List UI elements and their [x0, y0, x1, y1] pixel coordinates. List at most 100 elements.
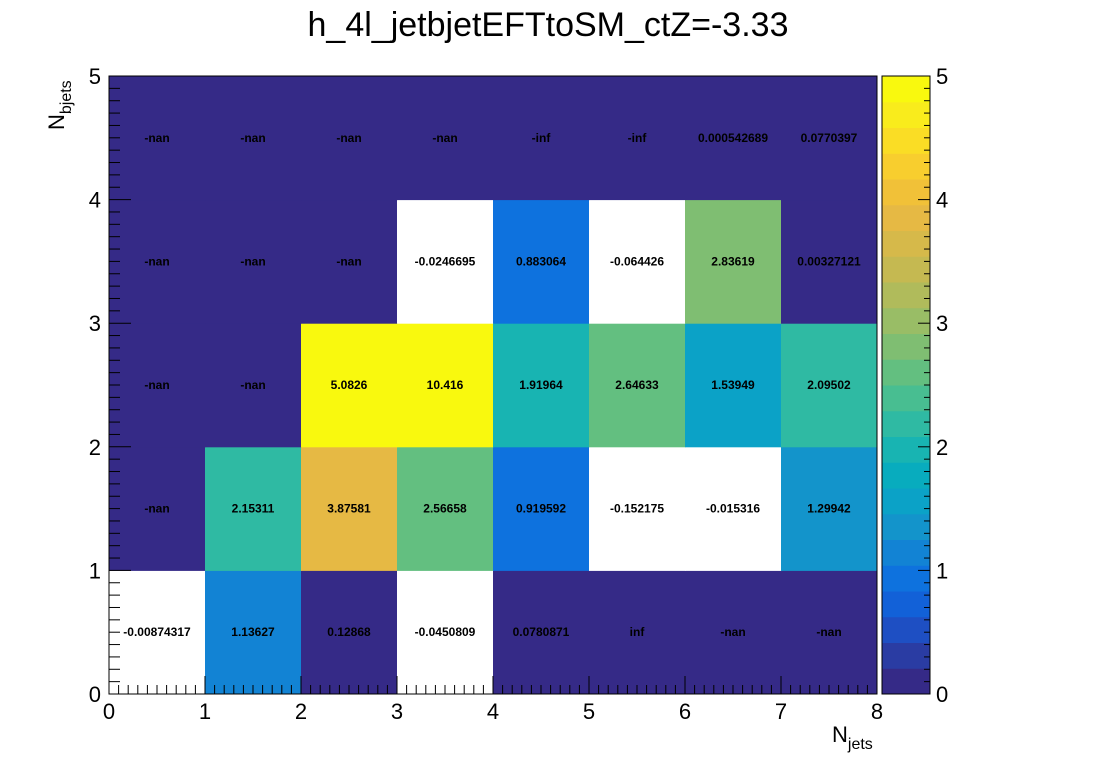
- cell-value-label: -0.00874317: [123, 625, 191, 639]
- colorbar-segment: [882, 462, 930, 489]
- heatmap-cell: [493, 446, 590, 571]
- colorbar-segment: [882, 333, 930, 360]
- cell-value-label: -nan: [432, 131, 457, 145]
- heatmap-cell: [685, 323, 782, 448]
- cell-value-label: 2.09502: [807, 378, 851, 392]
- heatmap-cell: [589, 323, 686, 448]
- colorbar-segment: [882, 513, 930, 540]
- colorbar-segment: [882, 591, 930, 618]
- colorbar-segment: [882, 668, 930, 695]
- colorbar-segment: [882, 127, 930, 154]
- heatmap-cell: [685, 76, 782, 201]
- heatmap-cell: [205, 446, 302, 571]
- x-axis-ticks: 0 1 2 3 4 5 6 7 8: [103, 676, 883, 724]
- colorbar-segment: [882, 256, 930, 283]
- colorbar-segment: [882, 565, 930, 592]
- cell-value-label: -inf: [532, 131, 552, 145]
- heatmap-cell: [301, 76, 398, 201]
- heatmap-cell: [109, 570, 206, 695]
- cell-value-label: 2.56658: [423, 502, 467, 516]
- y-axis-title: Nbjets: [44, 80, 75, 130]
- heatmap-cell: [109, 199, 206, 324]
- x-tick-label: 7: [775, 699, 787, 724]
- colorbar-tick-label: 2: [936, 435, 948, 460]
- heatmap-cell-labels: -0.00874317 1.13627 0.12868 -0.0450809 0.078…: [123, 131, 861, 639]
- heatmap-cell: [781, 76, 878, 201]
- colorbar-segment: [882, 436, 930, 463]
- x-tick-label: 1: [199, 699, 211, 724]
- cell-value-label: -nan: [816, 625, 841, 639]
- heatmap-cell: [493, 76, 590, 201]
- x-tick-label: 5: [583, 699, 595, 724]
- y-tick-label: 2: [89, 435, 101, 460]
- heatmap-cell: [589, 76, 686, 201]
- heatmap-cell: [301, 446, 398, 571]
- heatmap-cell: [589, 199, 686, 324]
- y-tick-label: 3: [89, 311, 101, 336]
- cell-value-label: -nan: [336, 131, 361, 145]
- y-axis-ticks: 0 1 2 3 4 5: [89, 64, 131, 707]
- heatmap-cell: [109, 446, 206, 571]
- colorbar-segment: [882, 101, 930, 128]
- colorbar-tick-label: 3: [936, 311, 948, 336]
- cell-value-label: 0.883064: [516, 254, 566, 268]
- heatmap-cell: [781, 323, 878, 448]
- cell-value-label: 0.0770397: [801, 131, 858, 145]
- cell-value-label: 10.416: [427, 378, 464, 392]
- colorbar-segment: [882, 76, 930, 103]
- cell-value-label: -0.0450809: [415, 625, 476, 639]
- colorbar-tick-label: 0: [936, 682, 948, 707]
- cell-value-label: 5.0826: [331, 378, 368, 392]
- heatmap-cell: [493, 570, 590, 695]
- colorbar-segment: [882, 616, 930, 643]
- cell-value-label: -nan: [144, 502, 169, 516]
- cell-value-label: -0.064426: [610, 254, 664, 268]
- heatmap-cell: [493, 199, 590, 324]
- colorbar-segment: [882, 204, 930, 231]
- cell-value-label: -nan: [336, 254, 361, 268]
- heatmap-cell: [589, 570, 686, 695]
- colorbar-segment: [882, 153, 930, 180]
- colorbar-tick-label: 5: [936, 64, 948, 89]
- heatmap-cell: [397, 76, 494, 201]
- cell-value-label: 0.12868: [327, 625, 371, 639]
- colorbar-segment: [882, 642, 930, 669]
- heatmap-cell: [781, 446, 878, 571]
- x-tick-label: 6: [679, 699, 691, 724]
- cell-value-label: 0.919592: [516, 502, 566, 516]
- x-axis-title-sub: jets: [847, 736, 873, 753]
- heatmap-cell: [205, 76, 302, 201]
- y-tick-label: 4: [89, 188, 101, 213]
- cell-value-label: 2.15311: [232, 502, 275, 516]
- cell-value-label: -nan: [144, 131, 169, 145]
- colorbar-segment: [882, 385, 930, 412]
- cell-value-label: -nan: [144, 378, 169, 392]
- cell-value-label: 2.64633: [615, 378, 659, 392]
- x-tick-label: 0: [103, 699, 115, 724]
- cell-value-label: -nan: [720, 625, 745, 639]
- heatmap-cell: [685, 570, 782, 695]
- cell-value-label: 3.87581: [327, 502, 371, 516]
- cell-value-label: inf: [630, 625, 646, 639]
- cell-value-label: 1.29942: [807, 502, 851, 516]
- colorbar-segment: [882, 179, 930, 206]
- colorbar-tick-label: 4: [936, 188, 948, 213]
- heatmap-cell: [781, 570, 878, 695]
- x-axis-title-main: N: [832, 722, 848, 747]
- y-tick-label: 1: [89, 558, 101, 583]
- heatmap-cell: [301, 323, 398, 448]
- cell-value-label: 0.00327121: [797, 254, 861, 268]
- heatmap-cell: [109, 76, 206, 201]
- colorbar-tick-label: 1: [936, 558, 948, 583]
- cell-value-label: -nan: [240, 254, 265, 268]
- cell-value-label: -nan: [240, 378, 265, 392]
- heatmap-cell: [301, 199, 398, 324]
- cell-value-label: -0.015316: [706, 502, 760, 516]
- heatmap-cell: [397, 323, 494, 448]
- colorbar: [881, 75, 931, 695]
- heatmap-cell: [589, 446, 686, 571]
- heatmap-cell: [205, 323, 302, 448]
- heatmap-cell: [301, 570, 398, 695]
- cell-value-label: 1.13627: [231, 625, 275, 639]
